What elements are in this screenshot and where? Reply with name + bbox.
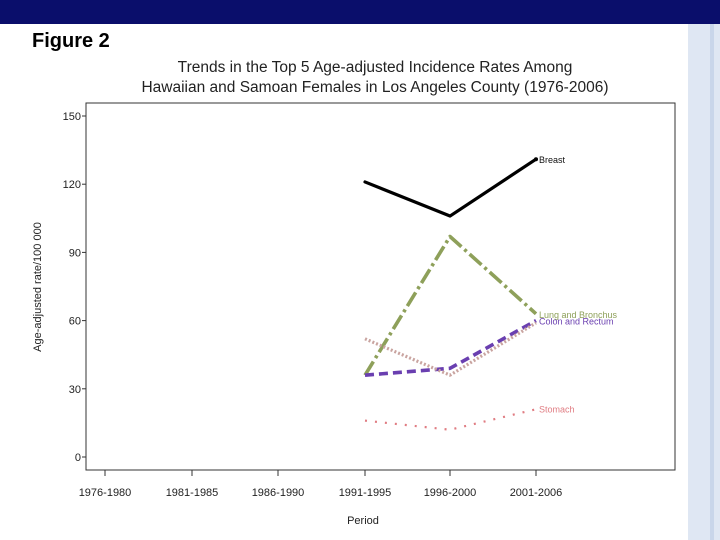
plot-frame <box>85 102 676 471</box>
x-tick-label-4: 1991-1995 <box>339 487 392 499</box>
x-tick-label-5: 1996-2000 <box>424 487 477 499</box>
y-axis-title: Age-adjusted rate/100 000 <box>32 222 44 352</box>
y-tick-label-120: 120 <box>63 179 81 191</box>
end-label-stomach: Stomach <box>539 404 575 414</box>
chart-title-line-2: Hawaiian and Samoan Females in Los Angel… <box>141 79 609 96</box>
x-axis-title: Period <box>347 515 379 527</box>
point-breast-6 <box>534 157 538 162</box>
chart-title: Trends in the Top 5 Age-adjusted Inciden… <box>95 58 655 98</box>
y-tick-label-90: 90 <box>69 247 81 259</box>
series-line-breast <box>363 157 538 218</box>
top-banner <box>0 0 720 24</box>
y-tick-label-60: 60 <box>69 316 81 328</box>
x-tick-label-1: 1976-1980 <box>79 487 132 499</box>
series-line-stomach <box>364 408 537 431</box>
figure-label: Figure 2 <box>32 30 110 52</box>
y-tick-label-30: 30 <box>69 384 81 396</box>
slide-side-rail-stripe <box>710 24 714 540</box>
series-line-colon-and-rectum <box>364 319 537 377</box>
end-label-breast: Breast <box>539 155 566 165</box>
series-line-lung-and-bronchus <box>363 234 538 377</box>
y-tick-label-0: 0 <box>75 452 81 464</box>
end-label-colon-and-rectum: Colon and Rectum <box>539 317 614 327</box>
end-label-lung-and-bronchus: Lung and Bronchus <box>539 310 618 320</box>
y-tick-label-150: 150 <box>63 111 81 123</box>
x-tick-label-3: 1986-1990 <box>252 487 305 499</box>
chart-title-line-1: Trends in the Top 5 Age-adjusted Inciden… <box>177 59 573 76</box>
x-tick-label-2: 1981-1985 <box>166 487 219 499</box>
slide-side-rail <box>688 24 720 540</box>
x-tick-label-6: 2001-2006 <box>510 487 563 499</box>
